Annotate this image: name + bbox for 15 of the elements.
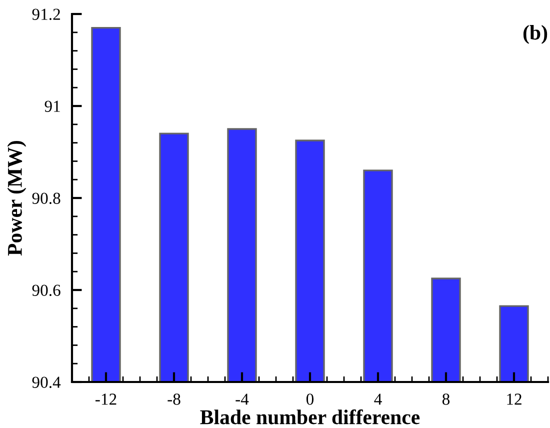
x-tick-label: -4 [236, 394, 249, 405]
y-tick-label: 91 [44, 100, 60, 112]
y-axis-title: Power (MW) [7, 140, 26, 256]
annotation: (b) [523, 25, 548, 44]
y-tick-label: 91.2 [32, 8, 60, 20]
x-tick-label: 8 [442, 394, 450, 405]
y-tick-label: 90.4 [32, 376, 61, 388]
y-tick-label: 90.8 [32, 192, 60, 204]
y-tick-label: 90.6 [32, 284, 60, 296]
x-tick-label: 0 [306, 394, 314, 405]
x-tick-label: 12 [507, 394, 522, 405]
x-tick-label: -8 [168, 394, 180, 405]
x-tick-label: 4 [374, 394, 382, 405]
x-axis-title: Blade number difference [200, 409, 420, 424]
x-tick-label: -12 [96, 394, 116, 405]
